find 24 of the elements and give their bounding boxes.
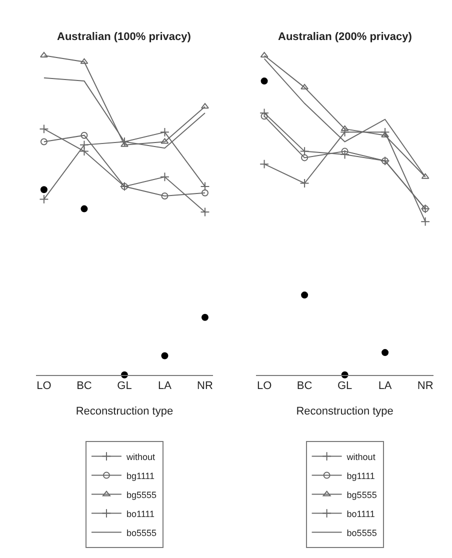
x-tick-label: GL (117, 380, 132, 392)
legend-label: without (125, 452, 156, 462)
x-tick-label: BC (76, 380, 92, 392)
x-axis-title: Reconstruction type (76, 405, 174, 418)
x-tick-label: NR (197, 380, 213, 392)
legend-label: bg1111 (126, 470, 155, 481)
x-tick-label: LA (158, 380, 172, 392)
legend-label: bo1111 (126, 508, 155, 519)
legend-label: bo5555 (346, 528, 377, 538)
x-tick-label: LA (378, 380, 392, 392)
legend-label: bg5555 (126, 490, 157, 500)
legend-label: bo1111 (346, 508, 375, 519)
legend-label: without (346, 452, 376, 462)
x-tick-label: LO (256, 380, 272, 392)
chart-title: Australian (100% privacy) (57, 31, 192, 43)
legend-label: bg5555 (346, 490, 377, 500)
legend-label: bg1111 (346, 470, 375, 481)
x-tick-label: LO (36, 380, 52, 392)
chart-title: Australian (200% privacy) (278, 31, 412, 43)
x-axis-title: Reconstruction type (296, 405, 394, 418)
legend-label: bo5555 (126, 528, 157, 538)
x-tick-label: GL (337, 380, 352, 392)
x-tick-label: NR (417, 380, 434, 392)
x-tick-label: BC (296, 380, 312, 392)
